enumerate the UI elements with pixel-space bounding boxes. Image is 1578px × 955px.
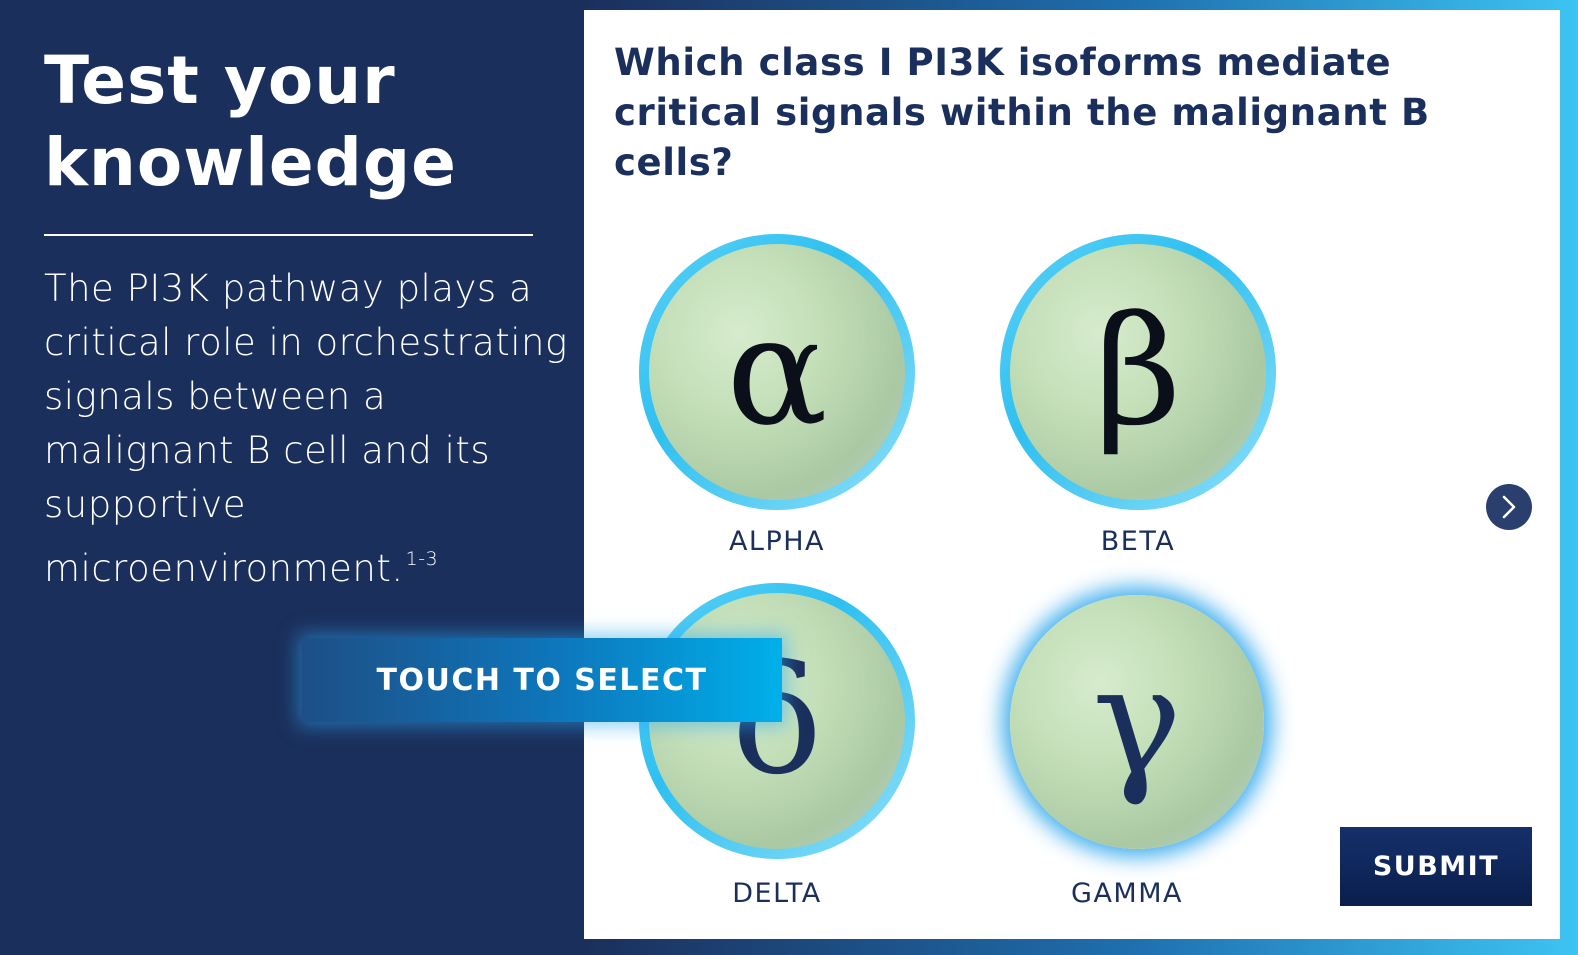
option-beta-face: β [1010, 244, 1266, 500]
question-text: Which class I PI3K isoforms mediate crit… [614, 41, 1430, 184]
submit-button[interactable]: SUBMIT [1340, 827, 1532, 906]
option-gamma-face: γ [1010, 595, 1264, 849]
intro-panel: Test your knowledge The PI3K pathway pla… [0, 0, 584, 955]
beta-symbol: β [1094, 285, 1182, 459]
next-button[interactable] [1486, 484, 1532, 530]
intro-text: The PI3K pathway plays a critical role i… [44, 262, 574, 596]
touch-to-select-banner: TOUCH TO SELECT [302, 638, 782, 722]
option-alpha[interactable]: α [639, 234, 915, 510]
intro-reference: 1-3 [405, 548, 439, 570]
option-beta[interactable]: β [1000, 234, 1276, 510]
gamma-symbol: γ [1092, 635, 1182, 809]
quiz-card: Which class I PI3K isoforms mediate crit… [584, 10, 1560, 939]
option-alpha-label: ALPHA [728, 526, 826, 557]
intro-body: The PI3K pathway plays a critical role i… [44, 267, 568, 590]
option-gamma-label: GAMMA [1071, 878, 1183, 909]
page-title-line2: knowledge [44, 124, 457, 201]
option-gamma[interactable]: γ [1010, 595, 1264, 849]
option-beta-label: BETA [1100, 526, 1176, 557]
alpha-symbol: α [726, 285, 828, 459]
title-divider [44, 234, 533, 236]
page-title-line1: Test your [44, 42, 396, 119]
chevron-right-icon [1502, 495, 1516, 519]
page-title: Test your knowledge [44, 40, 564, 204]
option-alpha-face: α [649, 244, 905, 500]
option-delta-label: DELTA [732, 878, 822, 909]
